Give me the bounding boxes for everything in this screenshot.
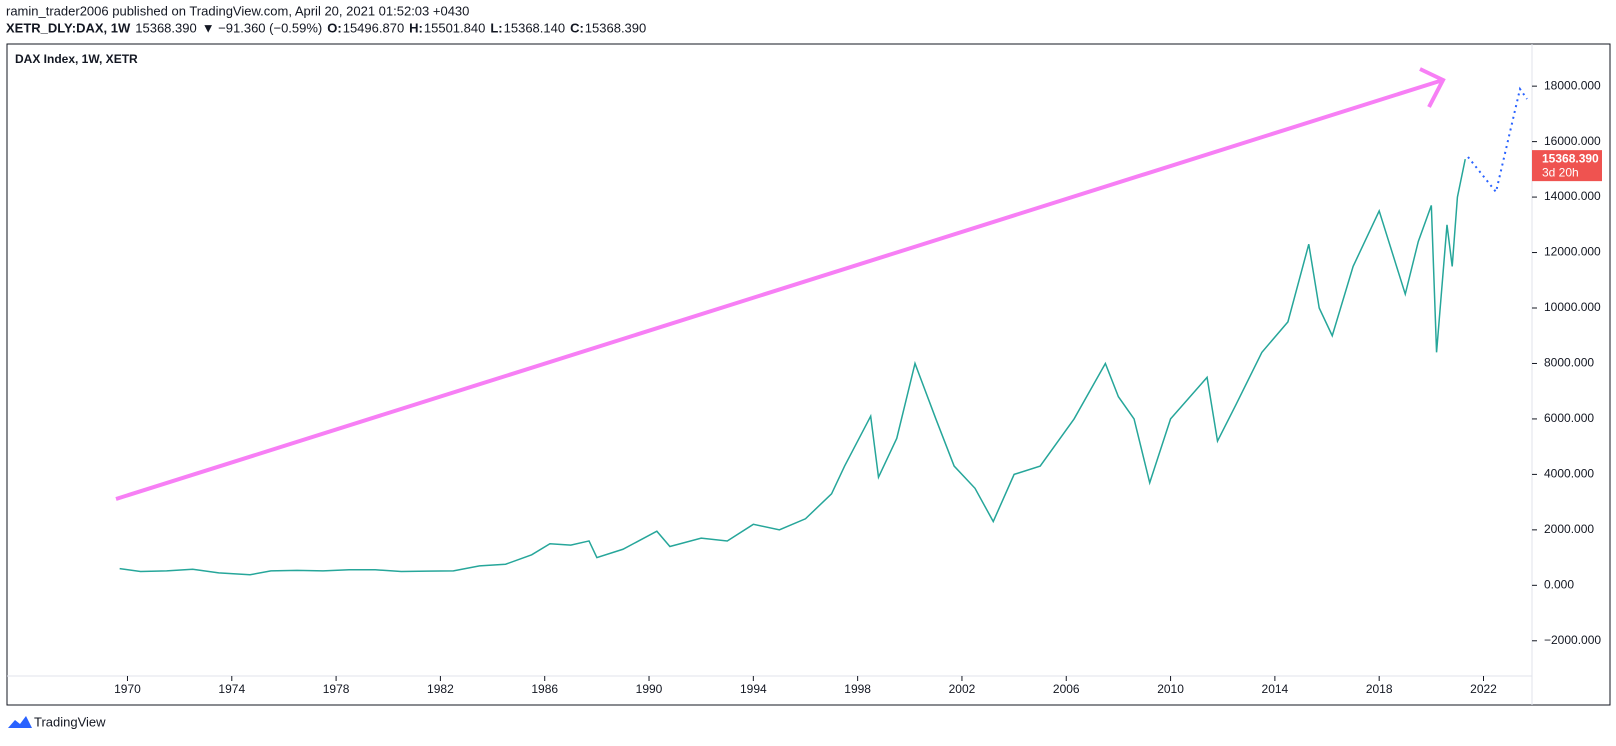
frame — [6, 43, 1611, 706]
brand: TradingView — [34, 714, 106, 729]
y-tick-label: 8000.000 — [1544, 356, 1594, 370]
y-tick-label: 6000.000 — [1544, 411, 1594, 425]
y-tick-label: 2000.000 — [1544, 522, 1594, 536]
x-tick-label: 1978 — [323, 682, 350, 696]
header-text: 15501.840 — [424, 20, 485, 35]
x-tick-label: 2006 — [1053, 682, 1080, 696]
header-text: XETR_DLY:DAX, 1W — [6, 20, 131, 35]
plot: −2000.000 0.000 2000.000 4000.000 6000.000 80… — [114, 78, 1602, 696]
y-tick-label: 14000.000 — [1544, 189, 1601, 203]
x-tick-label: 2022 — [1470, 682, 1497, 696]
price-line — [119, 158, 1466, 576]
x-tick-label: 1990 — [636, 682, 663, 696]
chart-title: DAX Index, 1W, XETR — [15, 52, 138, 66]
header-text: L: — [490, 20, 502, 35]
x-tick-label: 1970 — [114, 682, 141, 696]
x-tick-label: 2010 — [1157, 682, 1184, 696]
badge-price: 15368.390 — [1542, 151, 1599, 165]
y-tick-label: 12000.000 — [1544, 245, 1601, 259]
y-tick-label: 18000.000 — [1544, 78, 1601, 92]
y-tick-label: 4000.000 — [1544, 467, 1594, 481]
y-tick-label: −2000.000 — [1544, 633, 1601, 647]
x-tick-label: 1982 — [427, 682, 454, 696]
logo — [8, 716, 32, 728]
publisher: ramin_trader2006 published on TradingVie… — [6, 3, 469, 18]
arrow-head — [1419, 67, 1446, 108]
x-tick-label: 2014 — [1262, 682, 1289, 696]
price-badge — [1532, 150, 1602, 182]
header-text: 15368.390 — [585, 20, 646, 35]
header-text: H: — [409, 20, 423, 35]
trend-arrow — [115, 78, 1444, 501]
x-tick-label: 1994 — [740, 682, 767, 696]
header-text: 15368.140 — [504, 20, 565, 35]
symbol-line: XETR_DLY:DAX, 1W 15368.390 ▼ −91.360 (−0.5… — [6, 20, 646, 35]
y-tick-label: 10000.000 — [1544, 300, 1601, 314]
badge-countdown: 3d 20h — [1542, 165, 1579, 179]
x-tick-label: 1986 — [531, 682, 558, 696]
header-text: 15368.390 — [135, 20, 196, 35]
header-text: O: — [327, 20, 341, 35]
header-text: 15496.870 — [343, 20, 404, 35]
y-tick-label: 0.000 — [1544, 577, 1574, 591]
y-tick-label: 16000.000 — [1544, 134, 1601, 148]
x-tick-label: 1998 — [844, 682, 871, 696]
projection — [1467, 86, 1528, 195]
header-text: ▼ −91.360 (−0.59%) — [202, 20, 323, 35]
x-tick-label: 2018 — [1366, 682, 1393, 696]
x-tick-label: 1974 — [218, 682, 245, 696]
x-tick-label: 2002 — [949, 682, 976, 696]
header-text: C: — [570, 20, 584, 35]
